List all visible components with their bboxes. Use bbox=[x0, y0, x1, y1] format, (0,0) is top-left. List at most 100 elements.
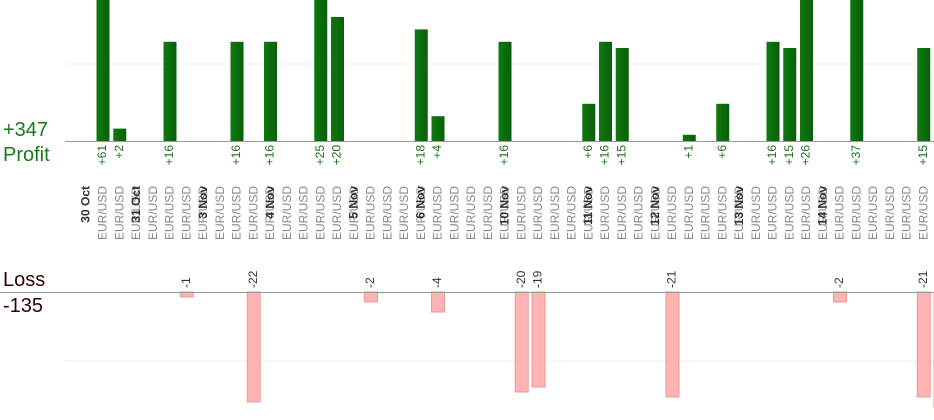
category-label: EUR/USD bbox=[782, 186, 796, 240]
loss-value-label: -19 bbox=[531, 270, 545, 288]
category-label: EUR/USD bbox=[699, 186, 713, 240]
profit-value-label: +20 bbox=[330, 145, 344, 166]
loss-bar bbox=[531, 291, 546, 388]
category-label: EUR/USD bbox=[230, 186, 244, 240]
date-label: 11 Nov bbox=[581, 186, 595, 225]
category-label: EUR/USD bbox=[179, 186, 193, 240]
loss-bar bbox=[246, 291, 261, 403]
profit-value-label: +4 bbox=[430, 145, 444, 159]
category-label: EUR/USD bbox=[431, 186, 445, 240]
category-label: EUR/USD bbox=[213, 186, 227, 240]
category-label: EUR/USD bbox=[447, 186, 461, 240]
loss-bar bbox=[514, 291, 529, 393]
profit-value-label: +16 bbox=[765, 145, 779, 166]
category-label: EUR/USD bbox=[581, 186, 595, 240]
category-label: EUR/USD bbox=[380, 186, 394, 240]
category-label: EUR/USD bbox=[682, 186, 696, 240]
category-label: EUR/USD bbox=[883, 186, 897, 240]
category-label: EUR/USD bbox=[665, 186, 679, 240]
date-label: 4 Nov bbox=[263, 186, 277, 219]
category-label: EUR/USD bbox=[364, 186, 378, 240]
profit-value-label: +16 bbox=[162, 145, 176, 166]
category-label: EUR/USD bbox=[146, 186, 160, 240]
loss-value-label: -22 bbox=[246, 270, 260, 288]
profit-bars bbox=[96, 0, 931, 141]
profit-label: Profit bbox=[3, 144, 50, 166]
category-label: EUR/USD bbox=[112, 186, 126, 240]
category-label: EUR/USD bbox=[866, 186, 880, 240]
profit-value-label: +15 bbox=[614, 145, 628, 166]
category-label: EUR/USD bbox=[297, 186, 311, 240]
loss-value-label: -21 bbox=[916, 270, 930, 288]
loss-bar bbox=[833, 291, 847, 303]
profit-bar bbox=[113, 128, 127, 141]
loss-value-label: -2 bbox=[832, 277, 846, 288]
loss-value-label: -23 bbox=[933, 270, 934, 288]
category-label: EUR/USD bbox=[347, 186, 361, 240]
loss-total: -135 bbox=[3, 295, 44, 317]
category-label: EUR/USD bbox=[246, 186, 260, 240]
profit-value-label: +16 bbox=[598, 145, 612, 166]
profit-value-label: +15 bbox=[916, 145, 930, 166]
date-label: 30 Oct bbox=[79, 186, 93, 223]
profit-bar bbox=[716, 103, 730, 141]
profit-bar bbox=[498, 41, 512, 141]
loss-value-label: -21 bbox=[665, 270, 679, 288]
date-label: 5 Nov bbox=[347, 186, 361, 219]
loss-value-label: -2 bbox=[363, 277, 377, 288]
profit-bar bbox=[331, 17, 344, 141]
category-label: EUR/USD bbox=[514, 186, 528, 240]
profit-bar bbox=[615, 48, 629, 141]
profit-bar bbox=[917, 48, 931, 141]
profit-bar bbox=[414, 29, 428, 141]
category-label: EUR/USD bbox=[816, 186, 830, 240]
profit-value-label: +25 bbox=[313, 145, 327, 166]
category-label: EUR/USD bbox=[598, 186, 612, 240]
date-label: 10 Nov bbox=[497, 186, 511, 226]
loss-value-label: -20 bbox=[514, 270, 528, 288]
category-label: EUR/USD bbox=[414, 186, 428, 240]
category-label: EUR/USD bbox=[280, 186, 294, 240]
date-label: 31 Oct bbox=[129, 186, 143, 223]
category-label: EUR/USD bbox=[397, 186, 411, 240]
category-label: EUR/USD bbox=[749, 186, 763, 240]
category-label: EUR/USD bbox=[565, 186, 579, 240]
loss-bar bbox=[364, 291, 378, 303]
category-label: EUR/USD bbox=[732, 186, 746, 240]
loss-bar bbox=[431, 291, 445, 313]
profit-bar bbox=[682, 134, 696, 141]
loss-bar bbox=[665, 291, 680, 398]
category-label: EUR/USD bbox=[313, 186, 327, 240]
profit-bar bbox=[163, 41, 177, 141]
loss-label: Loss bbox=[3, 269, 46, 291]
category-label: EUR/USD bbox=[163, 186, 177, 240]
profit-bar bbox=[230, 41, 244, 141]
profit-bar bbox=[264, 41, 277, 141]
category-label: EUR/USD bbox=[916, 186, 930, 240]
profit-value-label: +6 bbox=[715, 145, 729, 159]
profit-value-label: +2 bbox=[112, 145, 126, 159]
profit-bar bbox=[766, 41, 780, 141]
loss-bar bbox=[916, 291, 931, 398]
category-label: EUR/USD bbox=[615, 186, 629, 240]
category-label: EUR/USD bbox=[464, 186, 478, 240]
profit-value-label: +16 bbox=[497, 145, 511, 166]
profit-bar bbox=[582, 103, 596, 141]
category-label: EUR/USD bbox=[799, 186, 813, 240]
profit-bar bbox=[431, 116, 445, 141]
profit-value-label: +26 bbox=[799, 145, 813, 166]
profit-value-label: +1 bbox=[681, 145, 695, 159]
loss-value-labels: -1-22-2-4-20-19-21-2-21-23 bbox=[179, 270, 934, 288]
category-label: EUR/USD bbox=[900, 186, 914, 240]
profit-value-label: +6 bbox=[581, 145, 595, 159]
category-label: EUR/USD bbox=[833, 186, 847, 240]
profit-value-label: +16 bbox=[263, 145, 277, 166]
profit-total: +347 bbox=[3, 119, 49, 141]
profit-value-label: +18 bbox=[413, 145, 427, 166]
category-label: EUR/USD bbox=[648, 186, 662, 240]
category-labels: EUR/USD EUR/USD EUR/USD EUR/USD EUR/USD EUR/U… bbox=[96, 186, 934, 240]
category-label: EUR/USD bbox=[96, 186, 110, 240]
category-label: EUR/USD bbox=[849, 186, 863, 240]
profit-bar bbox=[850, 0, 864, 141]
date-label: 6 Nov bbox=[414, 186, 428, 219]
